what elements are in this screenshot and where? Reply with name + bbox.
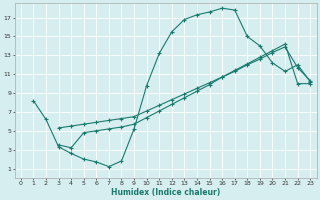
X-axis label: Humidex (Indice chaleur): Humidex (Indice chaleur) [111, 188, 220, 197]
